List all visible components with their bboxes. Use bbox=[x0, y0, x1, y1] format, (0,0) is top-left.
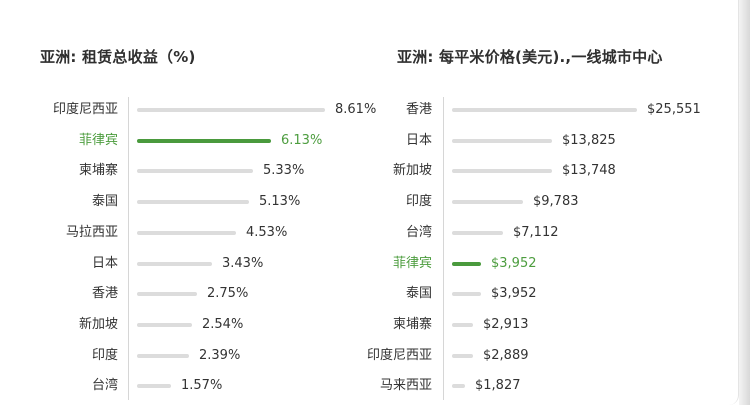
category-label: 菲律宾 bbox=[78, 132, 118, 148]
value-label: $1,827 bbox=[475, 378, 521, 394]
highlighted-bar bbox=[452, 261, 481, 266]
bar-row: 日本 $13,825 bbox=[0, 131, 750, 151]
bar-row: 菲律宾 $3,952 bbox=[0, 254, 750, 274]
value-label: $9,783 bbox=[533, 194, 579, 210]
category-label: 印度 bbox=[91, 347, 118, 363]
bar bbox=[137, 292, 197, 297]
category-label: 菲律宾 bbox=[392, 255, 432, 271]
value-label: 6.13% bbox=[281, 132, 323, 148]
value-label: $25,551 bbox=[647, 102, 701, 117]
left-chart-title: 亚洲: 租赁总收益（%) bbox=[40, 48, 196, 66]
category-label: 马拉西亚 bbox=[65, 224, 118, 240]
value-label: 2.39% bbox=[199, 347, 241, 363]
bar-row: 香港 $25,551 bbox=[0, 100, 750, 120]
value-label: $2,913 bbox=[483, 316, 529, 332]
bar-row: 新加坡 $13,748 bbox=[0, 161, 750, 181]
bar-row: 马来西亚 $1,827 bbox=[0, 376, 750, 396]
bar-row: 菲律宾 6.13% bbox=[0, 131, 750, 151]
category-label: 台湾 bbox=[405, 224, 432, 240]
category-label: 香港 bbox=[91, 286, 118, 302]
value-label: 2.54% bbox=[202, 316, 244, 332]
value-label: 1.57% bbox=[181, 378, 223, 394]
category-label: 印度 bbox=[405, 194, 432, 210]
category-label: 马来西亚 bbox=[379, 378, 432, 394]
bar-row: 柬埔寨 5.33% bbox=[0, 161, 750, 181]
bar bbox=[137, 261, 212, 266]
bar bbox=[452, 200, 523, 205]
bar-row: 泰国 $3,952 bbox=[0, 284, 750, 304]
bar-row: 新加坡 2.54% bbox=[0, 315, 750, 335]
value-label: 8.61% bbox=[335, 102, 377, 117]
category-label: 印度尼西亚 bbox=[52, 102, 118, 117]
value-label: $2,889 bbox=[483, 347, 529, 363]
category-label: 新加坡 bbox=[392, 163, 432, 179]
value-label: $13,748 bbox=[562, 163, 616, 179]
bar bbox=[452, 108, 637, 112]
highlighted-bar bbox=[137, 138, 271, 143]
bar bbox=[137, 384, 171, 389]
right-chart-title: 亚洲: 每平米价格(美元).,一线城市中心 bbox=[397, 48, 663, 66]
bar-row: 印度尼西亚 8.61% bbox=[0, 100, 750, 120]
bar-row: 印度 2.39% bbox=[0, 346, 750, 366]
bar-row: 马拉西亚 4.53% bbox=[0, 223, 750, 243]
bar-row: 台湾 1.57% bbox=[0, 376, 750, 396]
category-label: 柬埔寨 bbox=[78, 163, 118, 179]
bar bbox=[452, 169, 552, 174]
value-label: 5.33% bbox=[263, 163, 305, 179]
bar bbox=[452, 230, 503, 235]
bar-row: 日本 3.43% bbox=[0, 254, 750, 274]
bar bbox=[452, 138, 552, 143]
bar bbox=[137, 322, 192, 327]
value-label: $3,952 bbox=[491, 286, 537, 302]
right-axis-line bbox=[443, 97, 444, 400]
category-label: 泰国 bbox=[405, 286, 432, 302]
category-label: 泰国 bbox=[91, 194, 118, 210]
bar-row: 印度尼西亚 $2,889 bbox=[0, 346, 750, 366]
category-label: 新加坡 bbox=[78, 316, 118, 332]
bar bbox=[137, 230, 236, 235]
bar bbox=[452, 353, 473, 358]
value-label: 3.43% bbox=[222, 255, 264, 271]
window-edge bbox=[739, 0, 750, 405]
category-label: 日本 bbox=[405, 132, 432, 148]
bar bbox=[137, 200, 249, 205]
bar bbox=[137, 108, 325, 112]
category-label: 柬埔寨 bbox=[392, 316, 432, 332]
left-axis-line bbox=[128, 97, 129, 400]
bar-row: 柬埔寨 $2,913 bbox=[0, 315, 750, 335]
bar-row: 泰国 5.13% bbox=[0, 192, 750, 212]
bar bbox=[452, 384, 465, 389]
category-label: 香港 bbox=[405, 102, 432, 117]
value-label: $13,825 bbox=[562, 132, 616, 148]
value-label: 4.53% bbox=[246, 224, 288, 240]
bar bbox=[137, 353, 189, 358]
value-label: 2.75% bbox=[207, 286, 249, 302]
bar-row: 台湾 $7,112 bbox=[0, 223, 750, 243]
category-label: 印度尼西亚 bbox=[366, 347, 432, 363]
category-label: 日本 bbox=[91, 255, 118, 271]
value-label: $3,952 bbox=[491, 255, 537, 271]
bar-row: 印度 $9,783 bbox=[0, 192, 750, 212]
bar bbox=[137, 169, 253, 174]
value-label: $7,112 bbox=[513, 224, 559, 240]
bar-row: 香港 2.75% bbox=[0, 284, 750, 304]
bar bbox=[452, 292, 481, 297]
category-label: 台湾 bbox=[91, 378, 118, 394]
bar bbox=[452, 322, 473, 327]
value-label: 5.13% bbox=[259, 194, 301, 210]
